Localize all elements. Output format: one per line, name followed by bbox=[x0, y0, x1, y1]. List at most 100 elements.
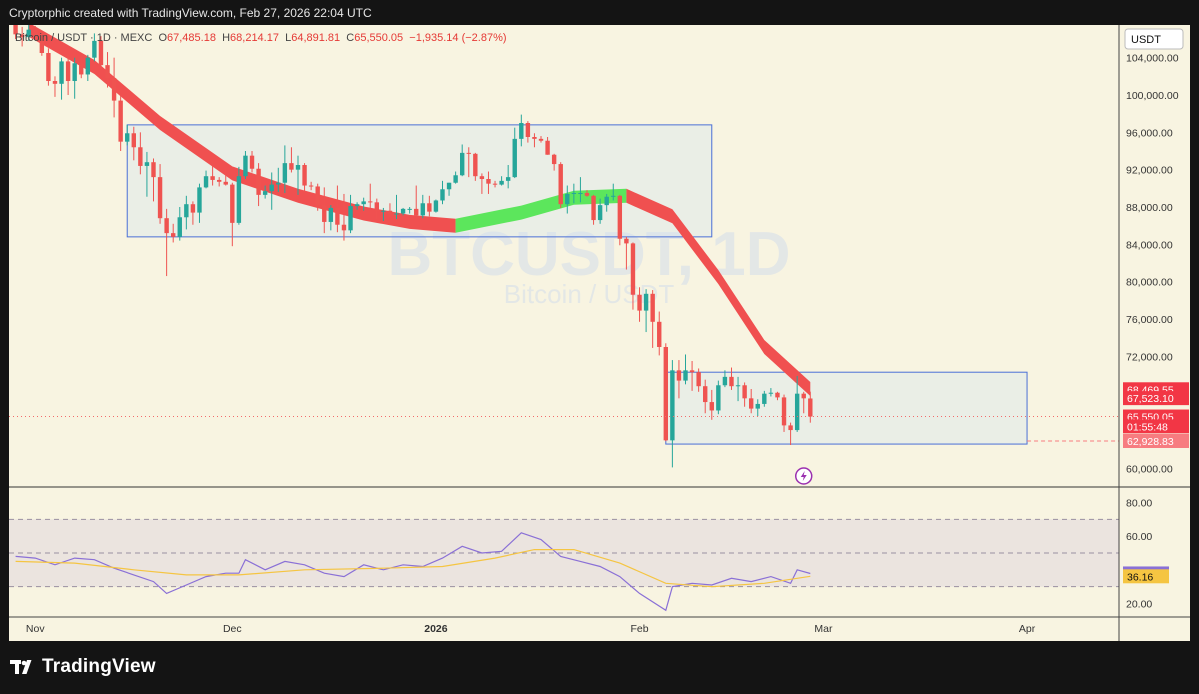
candle-body bbox=[236, 176, 242, 223]
candle-body bbox=[144, 162, 150, 166]
candle bbox=[249, 151, 255, 173]
rsi-tick-label: 60.00 bbox=[1126, 531, 1152, 543]
legend-symbol: Bitcoin / USDT · 1D · MEXC bbox=[15, 32, 153, 44]
candle bbox=[689, 361, 695, 391]
candle-body bbox=[414, 208, 419, 216]
candle-body bbox=[788, 425, 793, 431]
legend-open: 67,485.18 bbox=[167, 32, 216, 44]
candle-body bbox=[762, 393, 767, 404]
candle bbox=[322, 187, 327, 234]
candle bbox=[302, 163, 307, 193]
tradingview-logo[interactable]: TradingView bbox=[10, 656, 156, 678]
candle bbox=[716, 380, 721, 415]
candle-body bbox=[197, 187, 202, 213]
watermark-name: Bitcoin / USDT bbox=[504, 279, 675, 309]
candle-body bbox=[781, 397, 787, 426]
candle bbox=[466, 147, 471, 178]
time-tick-label: 2026 bbox=[424, 623, 448, 635]
candle bbox=[177, 207, 182, 241]
candle bbox=[414, 185, 419, 220]
candle-body bbox=[328, 207, 334, 222]
candle bbox=[276, 167, 281, 193]
price-tick-label: 76,000.00 bbox=[1126, 314, 1173, 326]
currency-button-label: USDT bbox=[1131, 34, 1161, 46]
candle bbox=[670, 360, 675, 468]
candle-body bbox=[387, 210, 393, 215]
chart-area[interactable]: BTCUSDT, 1D Bitcoin / USDT 104,000.00 100,0… bbox=[9, 25, 1190, 641]
candle bbox=[755, 399, 760, 417]
candle-body bbox=[663, 347, 669, 441]
candle bbox=[33, 25, 38, 40]
candle bbox=[617, 194, 623, 246]
candle-body bbox=[755, 403, 760, 409]
time-tick-label: Dec bbox=[223, 623, 242, 635]
candle bbox=[138, 132, 143, 175]
candle bbox=[118, 95, 123, 151]
candle-body bbox=[157, 177, 163, 219]
candle bbox=[125, 124, 130, 146]
candle-body bbox=[52, 81, 58, 84]
candle bbox=[486, 171, 491, 194]
price-label: 67,523.10 bbox=[1127, 393, 1174, 405]
candle bbox=[597, 198, 603, 224]
candle-body bbox=[453, 175, 458, 183]
candle bbox=[328, 205, 334, 231]
candle-body bbox=[184, 204, 189, 218]
candle-body bbox=[256, 168, 261, 195]
candle-body bbox=[709, 402, 714, 411]
price-tick-label: 84,000.00 bbox=[1126, 239, 1173, 251]
candle-body bbox=[584, 193, 590, 196]
candle bbox=[657, 311, 662, 356]
candle-body bbox=[505, 177, 511, 181]
candle-body bbox=[499, 180, 504, 185]
candle bbox=[256, 163, 261, 207]
candle bbox=[262, 185, 268, 199]
candle-body bbox=[703, 386, 708, 403]
candle bbox=[151, 158, 156, 202]
candle bbox=[308, 181, 314, 191]
legend-change: −1,935.14 (−2.87%) bbox=[409, 32, 507, 44]
candle bbox=[683, 354, 688, 385]
candle bbox=[492, 180, 498, 188]
candle bbox=[295, 155, 301, 195]
candle bbox=[538, 136, 544, 143]
candle-body bbox=[26, 29, 31, 38]
candle bbox=[808, 391, 813, 423]
candle-body bbox=[203, 176, 209, 188]
candle-body bbox=[243, 155, 248, 177]
candle bbox=[775, 391, 780, 401]
time-tick-label: Mar bbox=[814, 623, 833, 635]
candle bbox=[801, 391, 806, 414]
candle bbox=[709, 389, 714, 420]
candle bbox=[762, 390, 767, 407]
candle bbox=[282, 145, 288, 193]
price-tick-label: 72,000.00 bbox=[1126, 351, 1173, 363]
candle-body bbox=[249, 155, 255, 169]
candle bbox=[197, 183, 202, 223]
candle-body bbox=[315, 186, 320, 206]
candle bbox=[532, 133, 537, 148]
candle-body bbox=[801, 393, 806, 399]
candle-body bbox=[289, 163, 294, 170]
candle bbox=[223, 169, 228, 186]
candle-body bbox=[670, 370, 675, 441]
candle-body bbox=[604, 196, 609, 206]
candle-body bbox=[512, 138, 517, 178]
candle bbox=[558, 162, 563, 208]
candle bbox=[19, 26, 25, 47]
time-tick-label: Feb bbox=[630, 623, 648, 635]
candle-body bbox=[302, 165, 307, 186]
candle bbox=[703, 379, 708, 414]
candle-body bbox=[768, 392, 774, 394]
candle-body bbox=[177, 217, 182, 237]
candle bbox=[565, 185, 570, 214]
candle-body bbox=[39, 36, 45, 53]
candle-body bbox=[111, 78, 117, 101]
candle-body bbox=[630, 243, 636, 295]
candle-body bbox=[551, 154, 557, 165]
candle-body bbox=[519, 123, 524, 139]
legend-low-label: L bbox=[285, 32, 292, 44]
candle-body bbox=[440, 189, 445, 201]
candle-body bbox=[381, 210, 386, 212]
